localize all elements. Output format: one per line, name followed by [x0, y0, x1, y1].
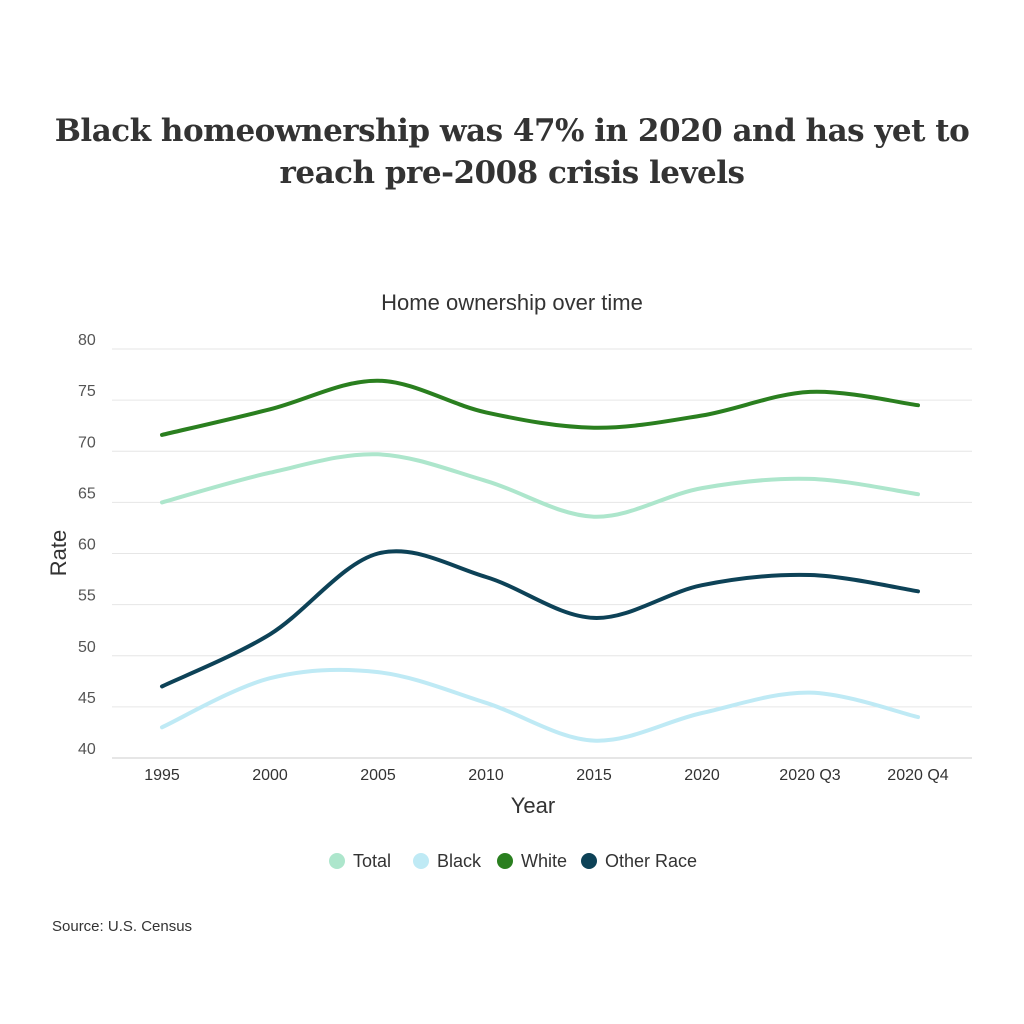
y-axis-label: Rate [46, 530, 71, 576]
source-note: Source: U.S. Census [52, 918, 193, 935]
x-tick-label-5: 2020 [684, 767, 720, 784]
x-tick-label-6: 2020 Q3 [779, 767, 840, 784]
x-tick-label-4: 2015 [576, 767, 612, 784]
legend-label-white: White [521, 851, 567, 871]
y-tick-label-55: 55 [78, 588, 96, 605]
y-tick-label-65: 65 [78, 485, 96, 502]
x-axis-label: Year [511, 793, 555, 818]
legend-swatch-other-race [581, 853, 597, 869]
x-tick-label-0: 1995 [144, 767, 180, 784]
legend-label-other-race: Other Race [605, 851, 697, 871]
series-line-total [160, 452, 920, 519]
series-line-white [160, 378, 920, 437]
headline-line-2: reach pre-2008 crisis levels [279, 155, 745, 191]
y-tick-label-45: 45 [78, 690, 96, 707]
series-lines [160, 378, 920, 743]
series-line-black [160, 667, 920, 743]
x-tick-label-7: 2020 Q4 [887, 767, 948, 784]
y-tick-labels: 40 45 50 55 60 65 70 75 80 [78, 332, 96, 758]
legend-swatch-total [329, 853, 345, 869]
x-tick-label-1: 2000 [252, 767, 288, 784]
headline: Black homeownership was 47% in 2020 and … [0, 110, 1024, 194]
series-line-other-race [160, 549, 920, 689]
y-tick-label-50: 50 [78, 639, 96, 656]
legend-label-total: Total [353, 851, 391, 871]
chart-title: Home ownership over time [381, 290, 643, 315]
y-tick-label-80: 80 [78, 332, 96, 349]
legend: Total Black White Other Race [329, 851, 697, 871]
x-tick-labels: 1995 2000 2005 2010 2015 2020 2020 Q3 2020 Q4 [144, 767, 949, 784]
legend-label-black: Black [437, 851, 482, 871]
y-tick-label-70: 70 [78, 434, 96, 451]
legend-swatch-white [497, 853, 513, 869]
headline-line-1: Black homeownership was 47% in 2020 and … [54, 113, 970, 149]
y-tick-label-40: 40 [78, 741, 96, 758]
y-tick-label-60: 60 [78, 537, 96, 554]
x-tick-label-2: 2005 [360, 767, 396, 784]
legend-swatch-black [413, 853, 429, 869]
x-tick-label-3: 2010 [468, 767, 504, 784]
y-tick-label-75: 75 [78, 383, 96, 400]
grid-lines [112, 348, 972, 759]
